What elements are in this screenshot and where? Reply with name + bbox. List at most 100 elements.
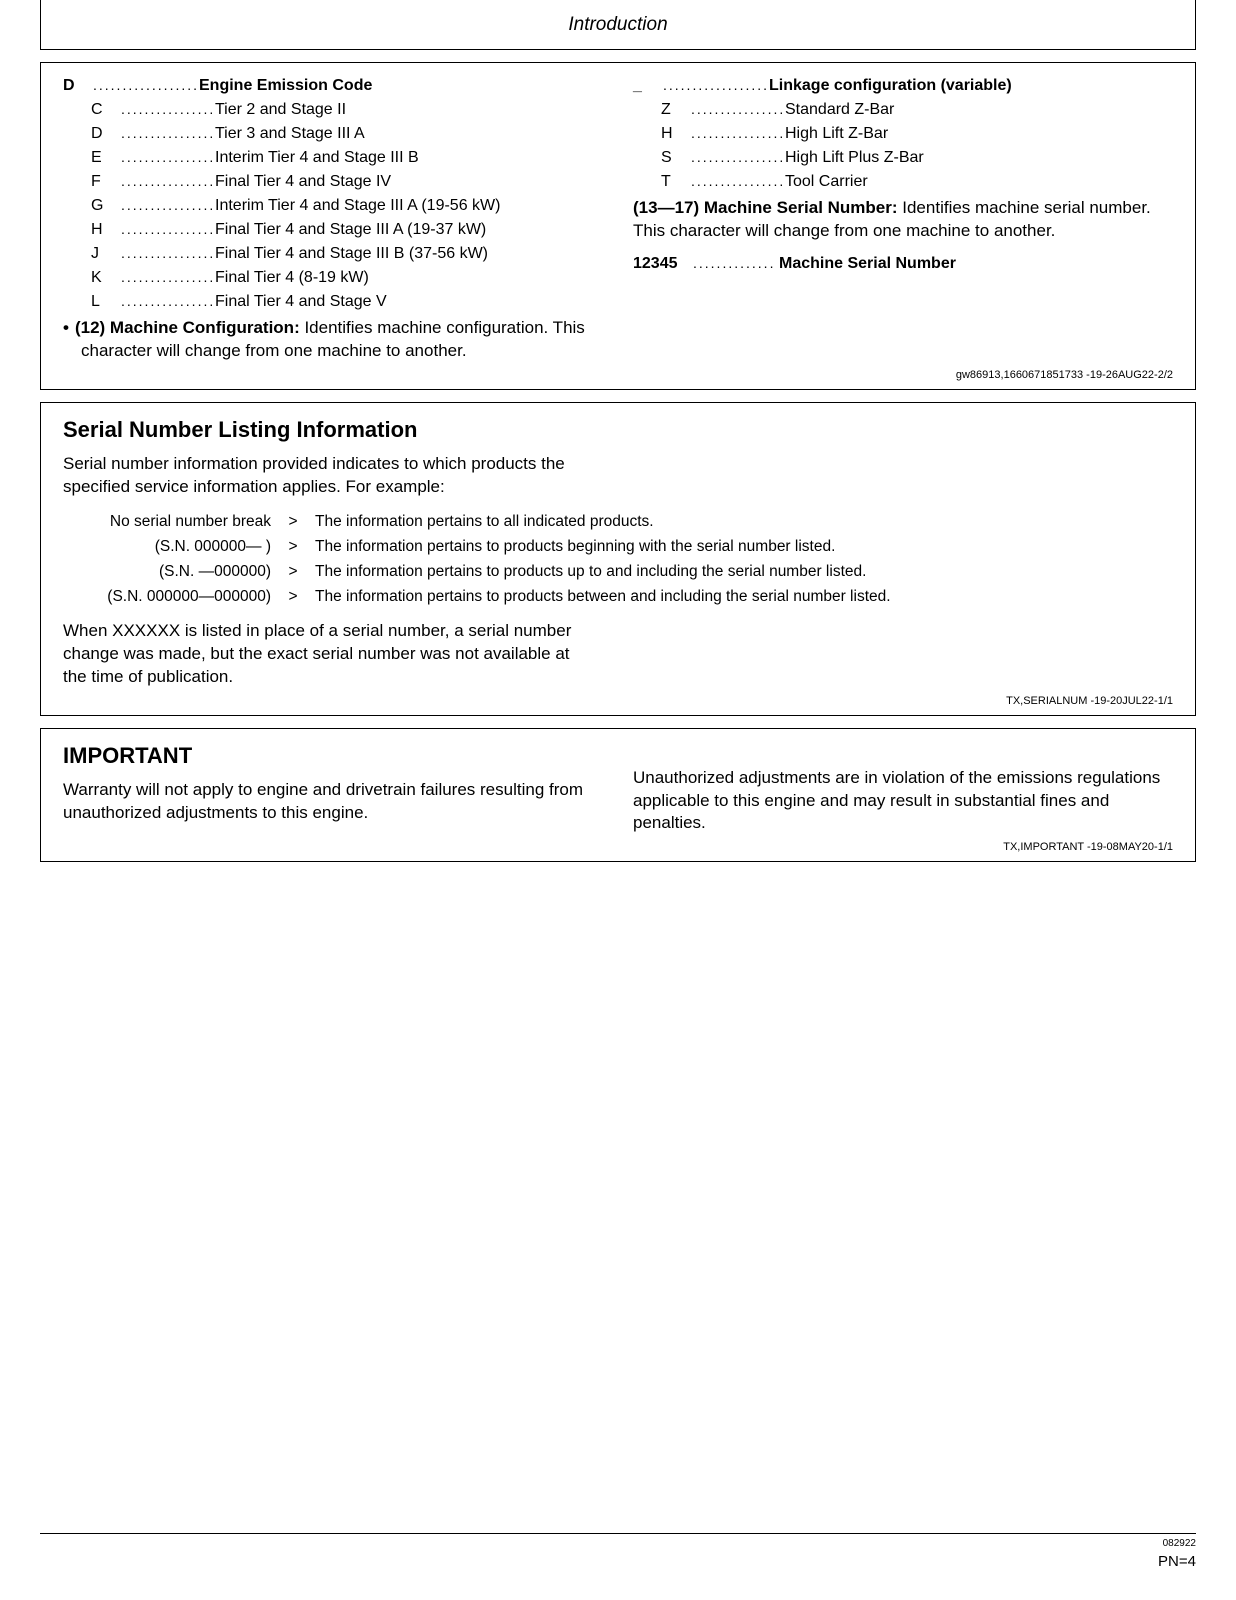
code-label: S [661,149,687,167]
code-desc: Tier 3 and Stage III A [215,125,603,143]
code-label: C [91,101,117,119]
code-desc: Final Tier 4 and Stage IV [215,173,603,191]
page-header: Introduction [40,0,1196,50]
code-desc: Final Tier 4 and Stage V [215,293,603,311]
msn-desc: Machine Serial Number [779,255,1173,273]
sn-label: No serial number break [83,513,283,531]
outro-para: When XXXXXX is listed in place of a seri… [63,620,583,689]
sn-desc: The information pertains to all indicate… [303,513,1173,531]
code-label: D [63,77,89,95]
msn-row: 12345 .............. Machine Serial Numb… [633,255,1173,273]
intro-para: Serial number information provided indic… [63,453,583,499]
bullet-lead: (12) Machine Configuration: [75,318,300,337]
right-column: _ .................. Linkage configurati… [633,77,1173,363]
dots: ................ [117,149,215,165]
sn-label: (S.N. 000000—000000) [83,588,283,606]
dots: ................ [117,221,215,237]
code-row: L................Final Tier 4 and Stage … [63,293,603,311]
machine-config-bullet: •(12) Machine Configuration: Identifies … [63,317,603,363]
sn-table: No serial number break>The information p… [83,513,1173,606]
dots: ................ [117,269,215,285]
serial-listing-section: Serial Number Listing Information Serial… [40,402,1196,716]
code-desc: Tool Carrier [785,173,1173,191]
code-row: Z................Standard Z-Bar [633,101,1173,119]
code-desc: Final Tier 4 and Stage III A (19-37 kW) [215,221,603,239]
sn-label: (S.N. 000000— ) [83,538,283,556]
important-left: Warranty will not apply to engine and dr… [63,779,603,825]
code-desc: High Lift Plus Z-Bar [785,149,1173,167]
linkage-header-row: _ .................. Linkage configurati… [633,77,1173,95]
dots: .................. [659,77,769,93]
code-desc: Tier 2 and Stage II [215,101,603,119]
gt-icon: > [283,513,303,531]
important-section: IMPORTANT Warranty will not apply to eng… [40,728,1196,863]
important-right: Unauthorized adjustments are in violatio… [633,767,1173,836]
code-label: K [91,269,117,287]
code-row: D................Tier 3 and Stage III A [63,125,603,143]
page-footer: 082922 PN=4 [40,1533,1196,1570]
sn-row: (S.N. —000000)>The information pertains … [83,563,1173,581]
serial-number-para: (13—17) Machine Serial Number: Identifie… [633,197,1173,243]
emission-code-section: D .................. Engine Emission Cod… [40,62,1196,390]
code-row: K................Final Tier 4 (8-19 kW) [63,269,603,287]
dots: ................ [117,125,215,141]
code-row: S................High Lift Plus Z-Bar [633,149,1173,167]
code-row: G................Interim Tier 4 and Stag… [63,197,603,215]
dots: ................ [117,173,215,189]
section-footer-code: TX,SERIALNUM -19-20JUL22-1/1 [63,695,1173,707]
sn-row: No serial number break>The information p… [83,513,1173,531]
dots: ................ [687,125,785,141]
code-row: C................Tier 2 and Stage II [63,101,603,119]
code-row: J................Final Tier 4 and Stage … [63,245,603,263]
code-row: E................Interim Tier 4 and Stag… [63,149,603,167]
code-label: F [91,173,117,191]
code-row: H................Final Tier 4 and Stage … [63,221,603,239]
sn-desc: The information pertains to products beg… [303,538,1173,556]
code-label: T [661,173,687,191]
gt-icon: > [283,563,303,581]
dots: .................. [89,77,199,93]
bullet-icon: • [63,318,75,337]
code-label: Z [661,101,687,119]
msn-code: 12345 [633,255,689,273]
dots: .............. [689,255,779,271]
code-label: E [91,149,117,167]
serial-lead: (13—17) Machine Serial Number: [633,198,898,217]
sn-row: (S.N. 000000— )>The information pertains… [83,538,1173,556]
code-desc: Interim Tier 4 and Stage III B [215,149,603,167]
dots: ................ [117,197,215,213]
section-footer-code: gw86913,1660671851733 -19-26AUG22-2/2 [63,369,1173,381]
code-desc: Linkage configuration (variable) [769,77,1173,95]
code-desc: Final Tier 4 (8-19 kW) [215,269,603,287]
dots: ................ [687,101,785,117]
footer-small: 082922 [40,1538,1196,1549]
header-title: Introduction [568,14,667,36]
code-desc: Standard Z-Bar [785,101,1173,119]
gt-icon: > [283,538,303,556]
dots: ................ [687,173,785,189]
dots: ................ [687,149,785,165]
code-desc: Engine Emission Code [199,77,603,95]
section-title: IMPORTANT [63,743,603,769]
emission-header-row: D .................. Engine Emission Cod… [63,77,603,95]
section-title: Serial Number Listing Information [63,417,1173,443]
code-desc: High Lift Z-Bar [785,125,1173,143]
code-label: G [91,197,117,215]
sn-label: (S.N. —000000) [83,563,283,581]
code-label: H [91,221,117,239]
left-column: D .................. Engine Emission Cod… [63,77,603,363]
code-label: L [91,293,117,311]
code-row: T................Tool Carrier [633,173,1173,191]
section-footer-code: TX,IMPORTANT -19-08MAY20-1/1 [63,841,1173,853]
code-row: H................High Lift Z-Bar [633,125,1173,143]
code-label: H [661,125,687,143]
dots: ................ [117,101,215,117]
footer-pn: PN=4 [40,1553,1196,1570]
code-desc: Final Tier 4 and Stage III B (37-56 kW) [215,245,603,263]
sn-desc: The information pertains to products up … [303,563,1173,581]
code-label: D [91,125,117,143]
code-label: _ [633,77,659,95]
code-row: F................Final Tier 4 and Stage … [63,173,603,191]
code-label: J [91,245,117,263]
dots: ................ [117,293,215,309]
